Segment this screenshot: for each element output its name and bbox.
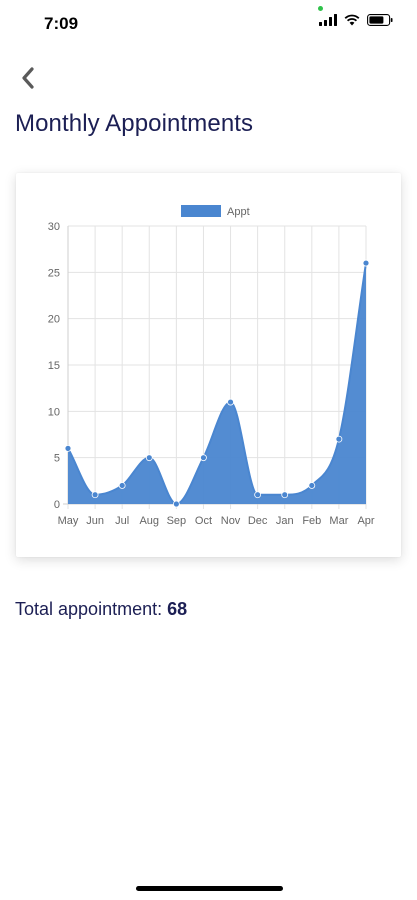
data-point xyxy=(118,482,126,489)
y-tick-label: 10 xyxy=(48,406,60,418)
chevron-left-icon xyxy=(22,67,34,89)
y-tick-label: 5 xyxy=(54,453,60,465)
wifi-icon xyxy=(344,14,360,26)
signal-icon xyxy=(319,14,337,26)
status-time: 7:09 xyxy=(44,14,79,33)
appointments-chart-card: 0 5 10 15 20 25 30 May Jun Jul Aug Sep Oct Nov Dec Jan F… xyxy=(16,173,401,557)
data-point xyxy=(254,491,262,499)
home-indicator xyxy=(136,886,283,891)
appointments-chart: 0 5 10 15 20 25 30 May Jun Jul Aug Sep Oct Nov Dec Jan F… xyxy=(48,205,375,527)
x-tick-label: Dec xyxy=(248,515,268,527)
data-point xyxy=(281,491,289,499)
y-tick-label: 15 xyxy=(48,360,60,372)
status-bar: 7:09 xyxy=(0,0,417,46)
x-tick-label: Jul xyxy=(115,515,129,527)
total-appointments: Total appointment: 68 xyxy=(15,599,187,620)
data-point xyxy=(64,444,72,452)
data-point xyxy=(227,398,234,406)
y-tick-label: 25 xyxy=(48,267,60,279)
data-point xyxy=(145,454,153,462)
data-point xyxy=(172,500,180,508)
x-tick-label: Nov xyxy=(221,515,241,527)
data-point xyxy=(200,454,207,462)
data-point xyxy=(362,259,370,267)
status-icons xyxy=(319,14,393,26)
page-title: Monthly Appointments xyxy=(15,110,254,137)
legend-label-appt: Appt xyxy=(227,206,250,218)
total-value: 68 xyxy=(167,599,188,619)
x-tick-label: Apr xyxy=(357,515,374,527)
series-area-appt xyxy=(68,263,366,504)
y-tick-label: 0 xyxy=(54,499,60,511)
back-button[interactable] xyxy=(14,64,42,92)
data-point xyxy=(91,491,99,499)
battery-icon xyxy=(367,14,393,26)
x-tick-label: Mar xyxy=(329,515,348,527)
x-tick-label: May xyxy=(58,515,79,527)
x-tick-label: Jun xyxy=(86,515,104,527)
total-label: Total appointment: xyxy=(15,599,163,619)
x-tick-label: Jan xyxy=(276,515,294,527)
x-tick-label: Aug xyxy=(139,515,159,527)
x-tick-label: Oct xyxy=(195,515,212,527)
x-tick-label: Feb xyxy=(302,515,321,527)
legend-swatch-appt xyxy=(181,205,221,217)
camera-indicator-icon xyxy=(318,6,323,11)
x-tick-label: Sep xyxy=(167,515,187,527)
data-point xyxy=(335,435,343,443)
y-tick-label: 30 xyxy=(48,221,60,233)
data-point xyxy=(308,482,316,489)
y-tick-label: 20 xyxy=(48,314,60,326)
